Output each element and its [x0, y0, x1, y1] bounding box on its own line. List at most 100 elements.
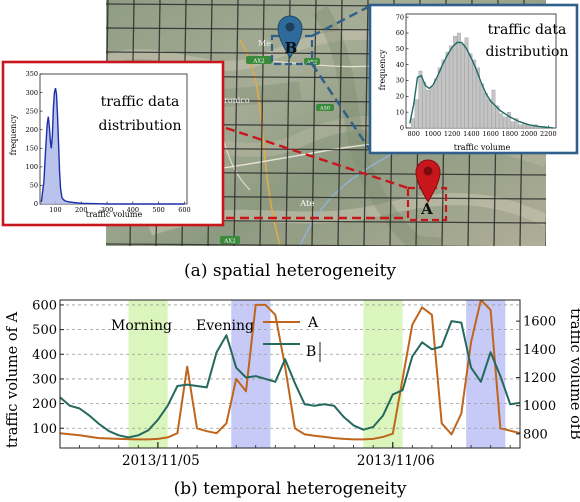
x-tick-label: 300: [101, 206, 113, 214]
svg-text:A50: A50: [319, 106, 330, 112]
histogram-bar: [514, 118, 519, 129]
y-tick-label: 40: [396, 61, 404, 69]
legend-label-a: A: [307, 315, 319, 331]
grid-line: [259, 0, 265, 246]
place-label: Ate: [299, 199, 314, 209]
y-left-tick-label: 600: [32, 298, 57, 313]
inset-a-title-line-2: distribution: [99, 118, 182, 134]
inset-a-ylabel: frequency: [9, 114, 18, 155]
x-tick-label: 100: [49, 206, 61, 214]
histogram-bar: [410, 118, 415, 129]
y-right-tick-label: 1000: [523, 399, 556, 414]
x-tick-label: 2000: [521, 130, 538, 138]
legend-label-b: B: [306, 344, 316, 360]
inset-b-xlabel: traffic volume: [454, 143, 511, 152]
x-tick-label: 800: [407, 130, 419, 138]
histogram-bar: [476, 67, 480, 129]
series-line-a: [60, 300, 520, 441]
connector-line-a: [225, 126, 409, 190]
y-left-tick-label: 100: [32, 422, 57, 437]
histogram-bar: [503, 116, 507, 129]
grid-line: [363, 0, 369, 246]
y-left-tick-label: 300: [32, 372, 57, 387]
histogram-bar: [464, 37, 469, 129]
density-curve: [409, 41, 554, 129]
histogram-bar: [480, 83, 484, 129]
y-tick-label: 20: [396, 93, 404, 101]
grid-line: [106, 243, 495, 246]
period-band: [128, 300, 168, 448]
map-marker-a: A: [415, 159, 441, 218]
histogram-bar: [491, 89, 496, 129]
place-label: ronico: [224, 96, 250, 105]
location-pin-icon: [415, 159, 441, 204]
y-tick-label: 150: [26, 144, 38, 152]
x-tick-label: 400: [127, 206, 139, 214]
distribution-fill: [41, 88, 185, 204]
histogram-bar: [518, 124, 523, 129]
series-lines: [60, 300, 520, 441]
marker-label-a: A: [420, 200, 433, 218]
plot-frame: [59, 299, 521, 449]
connector-line-b: [311, 4, 371, 38]
period-band: [363, 300, 403, 448]
x-tick-label: 2013/11/06: [357, 453, 435, 469]
histogram-bar: [445, 51, 450, 129]
histogram-bar: [530, 126, 534, 129]
histogram-bar: [441, 59, 446, 129]
x-tick-label: 1800: [502, 130, 519, 138]
inset-b-ylabel: frequency: [378, 49, 387, 90]
y-tick-label: 100: [26, 163, 38, 171]
location-pin-hole: [423, 166, 433, 176]
road-badge: A50: [316, 104, 334, 112]
histogram-bar: [499, 113, 504, 129]
y-tick-label: 200: [26, 126, 38, 134]
axes: 100 200 300 400 500 600 800 1000 1200 1400 1600 201…: [32, 298, 556, 469]
histogram-bar: [437, 67, 442, 129]
histogram-bar: [457, 32, 461, 129]
x-tick-label: 1200: [444, 130, 461, 138]
period-band: [231, 300, 271, 448]
y-left-tick-label: 400: [32, 348, 57, 363]
marker-label-b: B: [285, 39, 298, 57]
histogram-bar: [472, 59, 477, 129]
y-axis-right-label: traffic volume ofB: [567, 308, 580, 440]
grid-line: [311, 0, 317, 246]
inset-a: 100 200 300 400 500 600050100150200250300350 …: [1, 60, 225, 227]
histogram-bar: [483, 93, 488, 129]
y-tick-label: 70: [396, 13, 404, 21]
location-pin-hole: [285, 22, 295, 32]
histogram-bar: [453, 36, 457, 129]
y-tick-label: 30: [396, 77, 404, 85]
histogram-bar: [495, 105, 500, 129]
time-series-chart: 100 200 300 400 500 600 800 1000 1200 1400 1600 201…: [5, 298, 580, 469]
period-label-morning: Morning: [111, 318, 172, 334]
y-tick-label: 50: [396, 45, 404, 53]
y-left-tick-label: 500: [32, 323, 57, 338]
period-bands: [128, 300, 506, 448]
density-curve: [40, 87, 185, 205]
x-tick-label: 600: [178, 206, 190, 214]
histogram-bar: [449, 45, 454, 129]
y-tick-label: 50: [30, 182, 38, 190]
y-tick-label: 0: [400, 124, 404, 132]
selection-box-a: [406, 186, 448, 222]
grid-line: [106, 0, 109, 163]
x-tick-label: 500: [152, 206, 164, 214]
inset-a-chart: 100 200 300 400 500 600 0 50 100 150 200 250 300 350: [26, 70, 191, 214]
inset-a-xlabel: traffic volume: [86, 210, 143, 219]
histogram-bar: [468, 53, 473, 129]
road-badge: AX2: [246, 56, 272, 65]
histogram-bar: [422, 81, 427, 129]
series-line-b: [60, 320, 520, 439]
y-right-tick-label: 1200: [523, 371, 556, 386]
y-right-tick-label: 1400: [523, 343, 556, 358]
caption-b: (b) temporal heterogeneity: [174, 479, 407, 499]
histogram-bar: [414, 99, 419, 129]
x-tick-label: 1000: [425, 130, 442, 138]
histogram-bar: [418, 70, 423, 129]
legend: A B: [263, 315, 321, 362]
inset-a-title-line-1: traffic data: [101, 94, 180, 110]
histogram-bar: [487, 99, 492, 129]
